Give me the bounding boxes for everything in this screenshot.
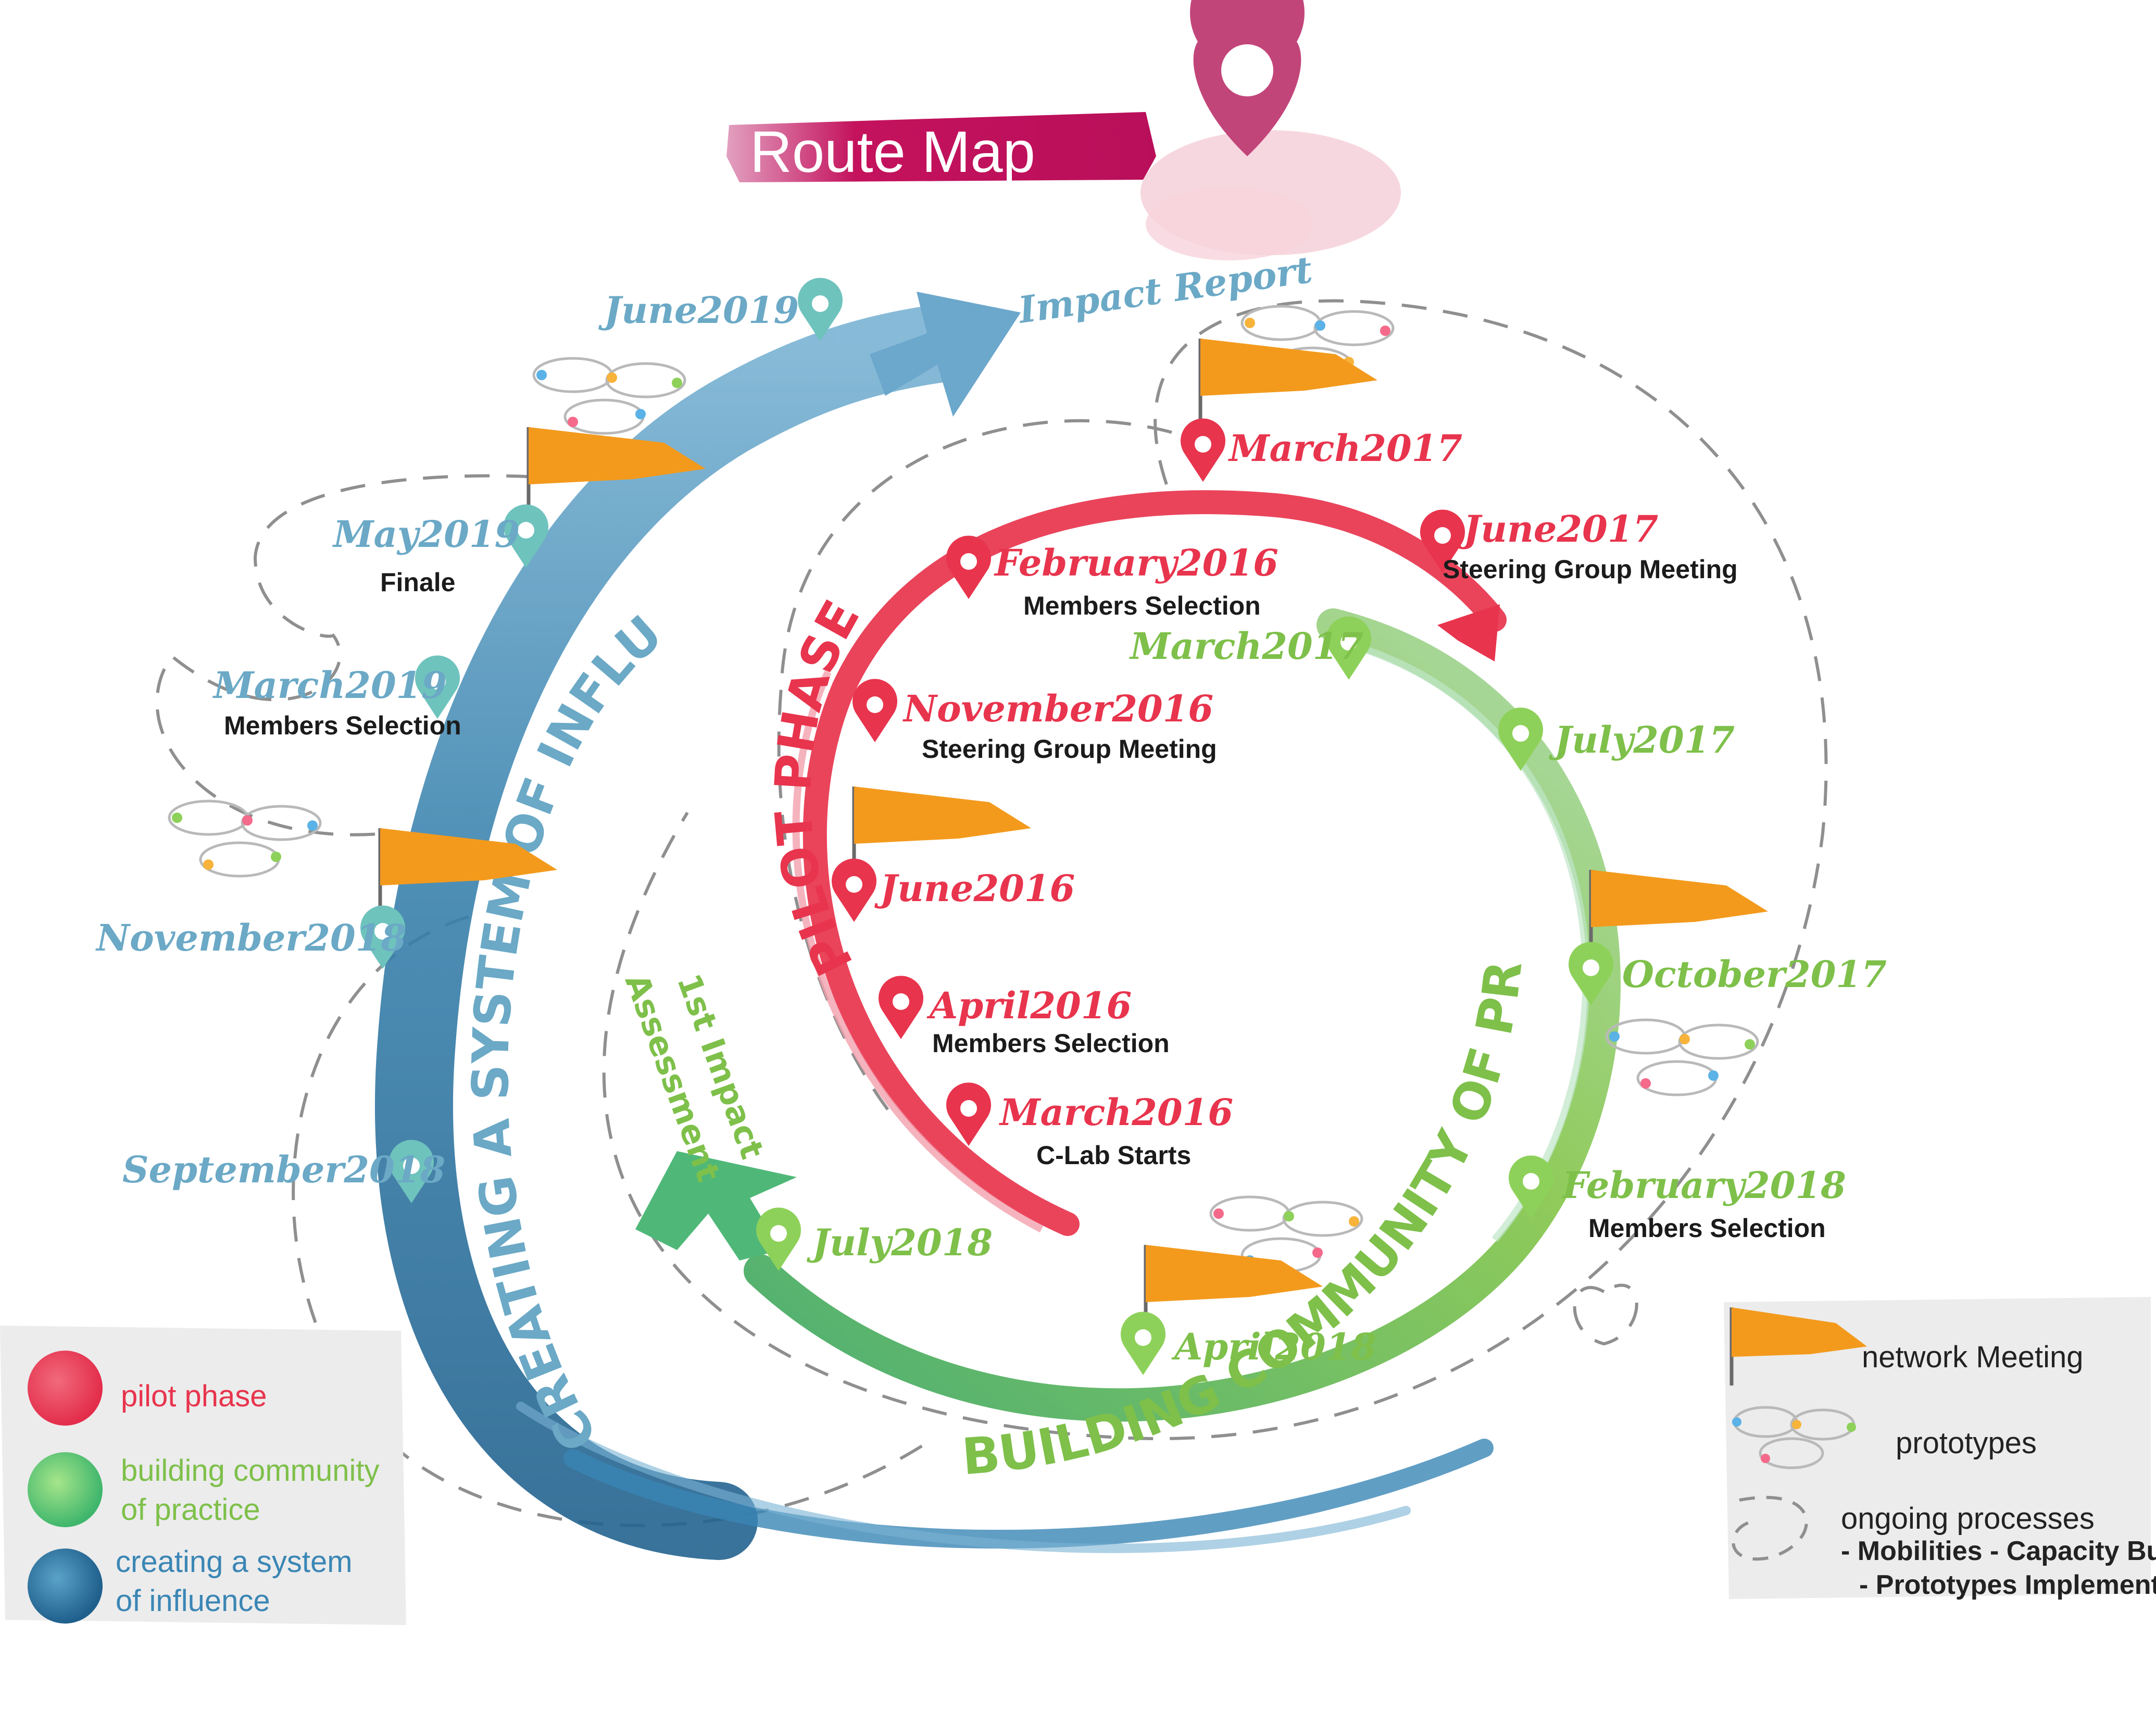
milestone-event-apr2016: Members Selection [932,1029,1170,1058]
milestone-date-may2019: May2019 [332,513,520,556]
milestone-date-sep2018: September2018 [122,1148,445,1191]
legend-swatch-pilot [28,1351,103,1426]
milestone-event-feb2016: Members Selection [1023,591,1261,620]
milestone-event-mar2019: Members Selection [224,711,461,740]
milestone-event-nov2016: Steering Group Meeting [922,734,1217,764]
map-pin-icon [1509,1155,1553,1219]
map-pin-icon [360,905,405,969]
legend-flag-icon [1729,1307,1867,1386]
map-pin-icon [1569,942,1613,1005]
milestone-date-jul2017: July2017 [1549,718,1735,762]
dashed-loop-finale [155,474,573,837]
ongoing-process-loops [155,299,1828,1527]
map-pin-icon [946,535,991,599]
prototype-cluster-icon [168,800,322,878]
map-pin-icon [756,1207,801,1271]
influence-arc [375,292,1494,1560]
community-arc [635,608,1621,1422]
title-banner: Route Map [726,112,1156,184]
legend-swatch-community [28,1452,103,1527]
legend-prototype-icon [1732,1406,1856,1469]
milestone-date-feb2018: February2018 [1561,1164,1846,1207]
prototype-cluster-icon [1605,1018,1759,1096]
map-pin-icon [798,278,843,341]
milestone-date-nov2016: November2016 [902,687,1213,730]
legend-label-community-2: of practice [121,1493,260,1527]
map-pin-icon [1326,616,1371,680]
map-pin-icon [946,1082,991,1146]
influence-arrowhead [870,292,1021,417]
legend-right: network Meeting prototypes ongoing proce… [1724,1297,2156,1600]
pilot-arc [792,490,1507,1236]
milestone-date-oct2017: October2017 [1622,953,1887,996]
map-pin-icon [832,858,876,922]
prototype-cluster-icon [532,357,686,435]
dashed-loop-large [602,299,1828,1440]
legend-label-pilot: pilot phase [121,1379,267,1413]
location-pin-icon [1140,0,1401,260]
map-pin-icon [1181,418,1225,482]
map-pin-icon [879,976,923,1039]
map-pin-icon [1498,707,1543,771]
dashed-loop-left [292,915,928,1527]
legend-label-network: network Meeting [1862,1340,2084,1374]
pilot-arrowhead [1437,604,1500,661]
legend-left: pilot phase building community of practi… [0,1326,406,1625]
legend-label-prototypes: prototypes [1896,1426,2037,1460]
milestone-event-mar2016: C-Lab Starts [1036,1141,1191,1170]
milestone-event-may2019: Finale [380,568,455,597]
milestone-date-jun2017: June2017 [1458,507,1658,551]
milestone-date-jun2016: June2016 [874,867,1075,910]
legend-label-influence-2: of influence [116,1584,270,1618]
map-pin-icon [389,1140,434,1203]
milestone-date-jun2019: June2019 [598,289,799,332]
milestone-date-mar2017-top: March2017 [1228,427,1462,470]
milestone-event-feb2018: Members Selection [1588,1214,1826,1243]
map-pin-icon [415,655,460,719]
milestone-date-mar2017-green: March2017 [1129,625,1363,668]
legend-swatch-influence [28,1549,103,1624]
milestone-event-jun2017: Steering Group Meeting [1443,555,1738,584]
milestone-date-mar2019: March2019 [212,664,447,707]
map-pin-icon [504,504,548,568]
map-pin-icon [1420,509,1465,573]
dashed-loop-inner [777,419,1172,1121]
map-pin-icon [1121,1312,1165,1375]
dashed-loop-oct [1573,1283,1638,1346]
milestone-date-mar2016: March2016 [999,1091,1233,1134]
legend-label-ongoing: ongoing processes [1841,1502,2095,1536]
legend-sub-2: - Prototypes Implementation - [1859,1570,2156,1600]
legend-label-influence-1: creating a system [116,1545,353,1579]
page-title: Route Map [750,119,1035,184]
milestone-date-nov2018: November2018 [95,916,406,959]
map-pin-icon [853,679,897,742]
milestone-date-jul2018: July2018 [807,1221,993,1264]
milestone-date-feb2016: February2016 [994,541,1278,584]
impact-report-label: Impact Report [1015,248,1315,332]
milestone-date-apr2016: April2016 [926,984,1132,1027]
legend-sub-1: - Mobilities - Capacity Building - [1841,1536,2156,1566]
milestone-date-apr2018: April2018 [1171,1325,1376,1368]
legend-label-community-1: building community [121,1454,379,1488]
